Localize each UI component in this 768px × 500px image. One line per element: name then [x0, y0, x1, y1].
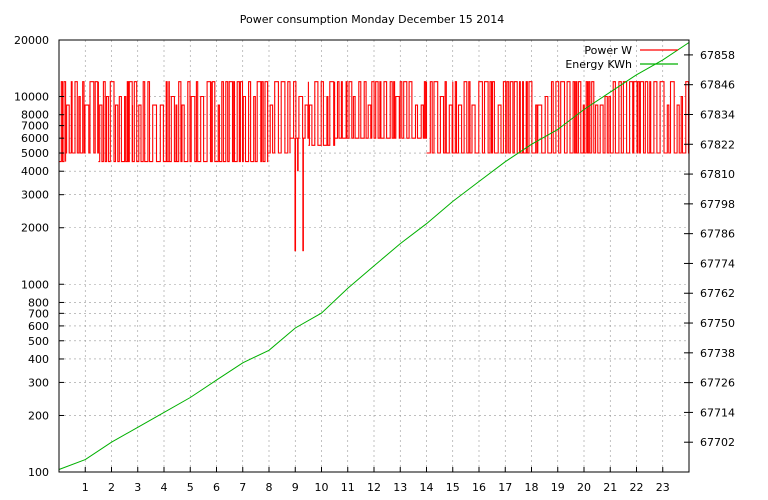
- y-right-tick-label: 67714: [700, 406, 735, 419]
- power-segment: [334, 81, 428, 139]
- y-right-tick-label: 67798: [700, 198, 735, 211]
- power-segment: [132, 81, 170, 163]
- y-left-tick-label: 800: [28, 296, 49, 309]
- power-segment: [65, 81, 73, 154]
- y-left-tick-label: 8000: [21, 109, 49, 122]
- y-left-tick-label: 6000: [21, 132, 49, 145]
- y-left-tick-label: 3000: [21, 189, 49, 202]
- power-segment: [59, 81, 67, 163]
- y-right-tick-label: 67702: [700, 436, 735, 449]
- x-tick-label: 20: [577, 481, 591, 494]
- x-tick-label: 3: [134, 481, 141, 494]
- y-left-tick-label: 20000: [14, 34, 49, 47]
- y-left-tick-label: 10000: [14, 91, 49, 104]
- y-left-tick-label: 200: [28, 409, 49, 422]
- power-segment: [98, 81, 134, 163]
- x-tick-label: 15: [446, 481, 460, 494]
- y-right-tick-label: 67822: [700, 138, 735, 151]
- power-segment: [452, 81, 690, 154]
- y-right-tick-label: 67738: [700, 347, 735, 360]
- power-series: [59, 81, 690, 252]
- x-tick-label: 2: [108, 481, 115, 494]
- power-segment: [290, 81, 309, 139]
- y-left-tick-label: 300: [28, 376, 49, 389]
- x-tick-label: 17: [498, 481, 512, 494]
- y-right-tick-label: 67846: [700, 79, 735, 92]
- power-segment: [72, 81, 99, 154]
- energy-series: [58, 42, 690, 470]
- power-segment: [169, 81, 212, 163]
- y-left-tick-label: 100: [28, 466, 49, 479]
- legend-label: Power W: [584, 44, 632, 57]
- x-tick-label: 10: [315, 481, 329, 494]
- x-tick-label: 9: [292, 481, 299, 494]
- y-right-tick-label: 67726: [700, 377, 735, 390]
- x-tick-label: 12: [367, 481, 381, 494]
- power-segment: [211, 81, 252, 163]
- power-segment: [267, 81, 291, 154]
- y-left-tick-label: 2000: [21, 222, 49, 235]
- x-tick-label: 22: [630, 481, 644, 494]
- x-tick-label: 14: [420, 481, 434, 494]
- x-tick-label: 13: [393, 481, 407, 494]
- y-right-tick-label: 67750: [700, 317, 735, 330]
- y-left-tick-label: 700: [28, 307, 49, 320]
- y-left-tick-label: 500: [28, 335, 49, 348]
- x-tick-label: 18: [525, 481, 539, 494]
- y-right-tick-label: 67774: [700, 257, 735, 270]
- x-tick-label: 7: [239, 481, 246, 494]
- x-tick-label: 1: [82, 481, 89, 494]
- power-segment: [426, 81, 454, 154]
- y-left-tick-label: 400: [28, 353, 49, 366]
- energy-line: [58, 42, 690, 470]
- x-tick-label: 16: [472, 481, 486, 494]
- x-tick-label: 21: [603, 481, 617, 494]
- x-tick-label: 4: [161, 481, 168, 494]
- y-right-tick-label: 67786: [700, 228, 735, 241]
- power-segment: [250, 81, 269, 163]
- x-tick-label: 19: [551, 481, 565, 494]
- y-left-tick-label: 4000: [21, 165, 49, 178]
- y-left-tick-label: 600: [28, 320, 49, 333]
- y-right-tick-label: 67762: [700, 287, 735, 300]
- x-tick-label: 6: [213, 481, 220, 494]
- x-tick-label: 23: [656, 481, 670, 494]
- y-left-tick-label: 1000: [21, 278, 49, 291]
- y-right-tick-label: 67834: [700, 108, 735, 121]
- power-segment: [308, 81, 336, 146]
- x-tick-label: 8: [266, 481, 273, 494]
- y-right-tick-label: 67858: [700, 49, 735, 62]
- y-left-tick-label: 7000: [21, 120, 49, 133]
- y-left-tick-label: 5000: [21, 147, 49, 160]
- y-right-tick-label: 67810: [700, 168, 735, 181]
- chart-title: Power consumption Monday December 15 201…: [240, 13, 504, 26]
- legend-label: Energy KWh: [565, 58, 632, 71]
- x-tick-label: 5: [187, 481, 194, 494]
- x-tick-label: 11: [341, 481, 355, 494]
